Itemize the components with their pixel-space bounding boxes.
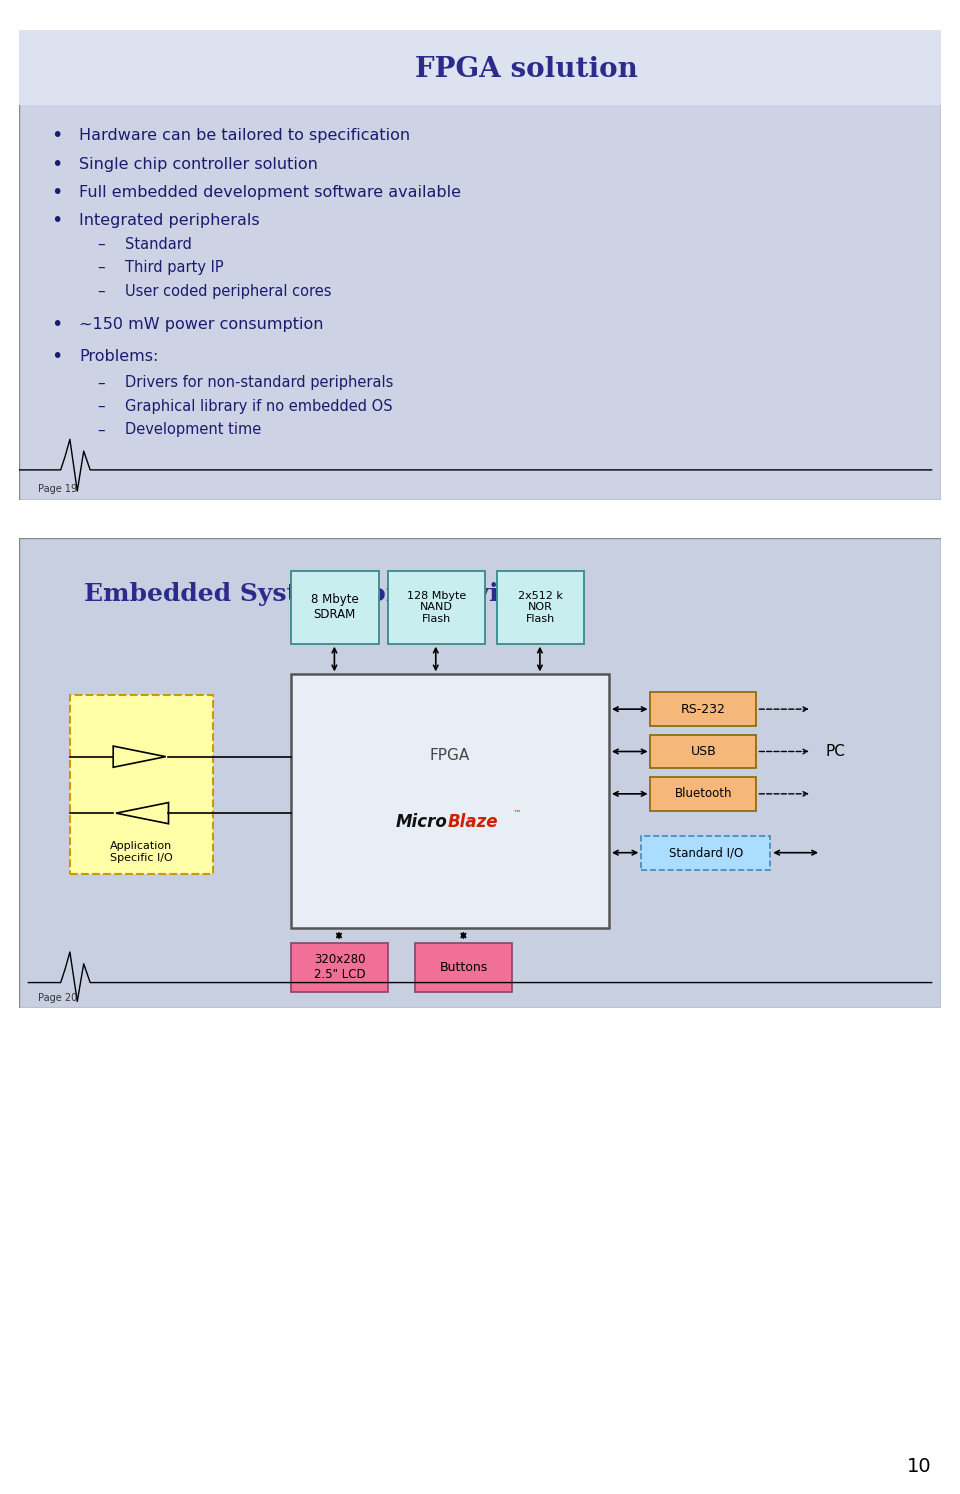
Text: 10: 10: [906, 1457, 931, 1476]
Text: RS-232: RS-232: [681, 702, 726, 716]
Bar: [19, 30, 941, 105]
Text: Micro: Micro: [396, 813, 447, 831]
FancyBboxPatch shape: [641, 835, 770, 870]
Text: Application
Specific I/O: Application Specific I/O: [110, 841, 173, 862]
Text: FPGA solution: FPGA solution: [415, 57, 637, 84]
Text: •: •: [52, 154, 62, 173]
FancyBboxPatch shape: [651, 735, 756, 768]
FancyBboxPatch shape: [291, 943, 388, 992]
Text: Standard I/O: Standard I/O: [669, 846, 743, 859]
Text: •: •: [52, 127, 62, 145]
Text: Page 20: Page 20: [37, 994, 77, 1002]
Text: Single chip controller solution: Single chip controller solution: [79, 157, 318, 172]
FancyBboxPatch shape: [291, 571, 378, 644]
Text: –: –: [98, 423, 106, 438]
Text: ™: ™: [513, 808, 521, 817]
FancyBboxPatch shape: [496, 571, 584, 644]
FancyBboxPatch shape: [70, 696, 213, 874]
FancyBboxPatch shape: [651, 692, 756, 726]
Text: 128 Mbyte
NAND
Flash: 128 Mbyte NAND Flash: [407, 590, 466, 624]
Text: •: •: [52, 315, 62, 333]
Text: –: –: [98, 399, 106, 414]
Text: Full embedded development software available: Full embedded development software avail…: [79, 185, 461, 200]
Text: Standard: Standard: [125, 236, 192, 251]
Text: Integrated peripherals: Integrated peripherals: [79, 214, 260, 229]
Text: Bluetooth: Bluetooth: [675, 787, 732, 801]
Text: Graphical library if no embedded OS: Graphical library if no embedded OS: [125, 399, 393, 414]
Text: •: •: [52, 182, 62, 202]
Text: –: –: [98, 375, 106, 390]
FancyBboxPatch shape: [651, 777, 756, 811]
Text: Hardware can be tailored to specification: Hardware can be tailored to specificatio…: [79, 128, 410, 143]
Text: USB: USB: [690, 746, 716, 757]
FancyBboxPatch shape: [416, 943, 513, 992]
Text: 8 Mbyte
SDRAM: 8 Mbyte SDRAM: [311, 593, 359, 622]
Text: –: –: [98, 284, 106, 299]
Text: Page 19: Page 19: [37, 484, 77, 493]
FancyBboxPatch shape: [291, 674, 609, 928]
Text: User coded peripheral cores: User coded peripheral cores: [125, 284, 332, 299]
Text: ~150 mW power consumption: ~150 mW power consumption: [79, 317, 324, 332]
Text: –: –: [98, 260, 106, 275]
Text: Problems:: Problems:: [79, 350, 158, 365]
Text: PC: PC: [826, 744, 846, 759]
Text: –: –: [98, 236, 106, 251]
Text: Third party IP: Third party IP: [125, 260, 224, 275]
Text: 320x280
2.5" LCD: 320x280 2.5" LCD: [314, 953, 365, 982]
Text: •: •: [52, 211, 62, 230]
Text: Blaze: Blaze: [447, 813, 498, 831]
Text: Embedded System Connectivity: Embedded System Connectivity: [84, 583, 524, 607]
Text: Drivers for non-standard peripherals: Drivers for non-standard peripherals: [125, 375, 394, 390]
Text: FPGA: FPGA: [430, 748, 470, 763]
Text: •: •: [52, 348, 62, 366]
Text: 2x512 k
NOR
Flash: 2x512 k NOR Flash: [518, 590, 563, 624]
FancyBboxPatch shape: [388, 571, 485, 644]
Text: Buttons: Buttons: [440, 961, 488, 974]
Text: Development time: Development time: [125, 423, 261, 438]
